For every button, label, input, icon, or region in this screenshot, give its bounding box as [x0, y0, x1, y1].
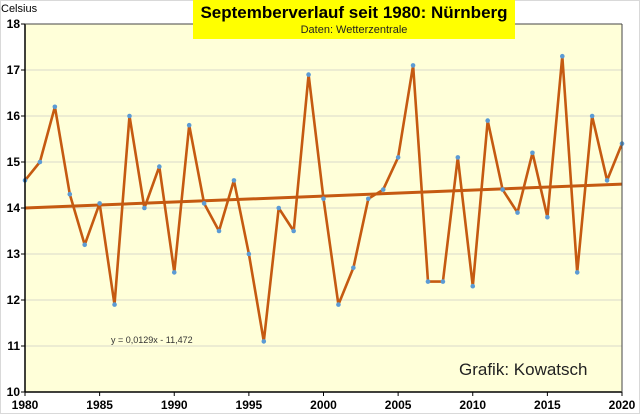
- y-tick-labels: 10 11 12 13 14 15 16 17 18: [7, 17, 25, 399]
- data-point: [171, 270, 177, 275]
- x-tick-label: 1990: [161, 398, 188, 412]
- data-point: [574, 270, 580, 275]
- x-tick-label: 2020: [609, 398, 636, 412]
- data-point: [395, 155, 401, 160]
- data-point: [485, 118, 490, 123]
- y-tick-label: 18: [7, 17, 21, 31]
- x-tick-labels: 1980 1985 1990 1995 2000 2005 2010 2015 2020: [12, 392, 636, 412]
- y-tick-label: 11: [7, 339, 20, 353]
- x-tick-label: 2010: [459, 398, 486, 412]
- data-point: [82, 242, 87, 248]
- data-point: [37, 159, 43, 165]
- data-point: [127, 113, 132, 119]
- data-point: [306, 72, 311, 77]
- data-point: [186, 122, 192, 128]
- data-point: [321, 196, 326, 202]
- data-point: [142, 205, 147, 211]
- data-point: [365, 196, 371, 202]
- data-point: [410, 63, 416, 68]
- data-point: [455, 155, 461, 160]
- data-point: [470, 283, 476, 289]
- y-axis-label: Celsius: [1, 3, 38, 15]
- data-point: [560, 53, 565, 59]
- data-point: [246, 251, 252, 257]
- data-point: [545, 214, 550, 220]
- data-point: [231, 178, 237, 183]
- y-tick-label: 17: [7, 63, 21, 77]
- data-point: [157, 164, 162, 169]
- data-point: [530, 150, 535, 156]
- series-group: [22, 53, 625, 344]
- data-point: [291, 228, 296, 234]
- title-box: [193, 0, 515, 39]
- data-point: [201, 201, 207, 206]
- data-point: [261, 339, 267, 344]
- trend-equation: y = 0,0129x - 11,472: [111, 335, 193, 345]
- x-tick-label: 1985: [86, 398, 113, 412]
- y-tick-label: 14: [7, 201, 21, 215]
- data-point: [67, 191, 73, 197]
- data-point: [380, 187, 386, 192]
- data-point: [604, 178, 610, 183]
- y-tick-label: 10: [7, 385, 21, 399]
- data-point: [500, 187, 505, 192]
- credit-label: Grafik: Kowatsch: [459, 360, 588, 379]
- x-tick-label: 2000: [310, 398, 337, 412]
- data-point: [336, 302, 341, 307]
- data-point: [515, 210, 520, 215]
- data-point: [351, 265, 356, 271]
- x-tick-label: 1980: [12, 398, 39, 412]
- data-point: [52, 104, 58, 110]
- y-tick-label: 12: [7, 293, 21, 307]
- data-point: [425, 279, 431, 284]
- data-point: [440, 279, 446, 284]
- data-point: [97, 201, 102, 206]
- y-tick-label: 15: [7, 155, 21, 169]
- y-tick-label: 13: [7, 247, 21, 261]
- chart-title: Septemberverlauf seit 1980: Nürnberg: [200, 3, 507, 22]
- x-tick-label: 1995: [236, 398, 263, 412]
- data-point: [216, 228, 222, 234]
- gridlines: [25, 69, 622, 347]
- data-point: [276, 205, 282, 211]
- x-tick-label: 2005: [385, 398, 412, 412]
- y-tick-label: 16: [7, 109, 21, 123]
- data-point: [112, 302, 117, 307]
- chart-subtitle: Daten: Wetterzentrale: [301, 24, 408, 36]
- data-point: [589, 113, 595, 119]
- x-tick-label: 2015: [534, 398, 561, 412]
